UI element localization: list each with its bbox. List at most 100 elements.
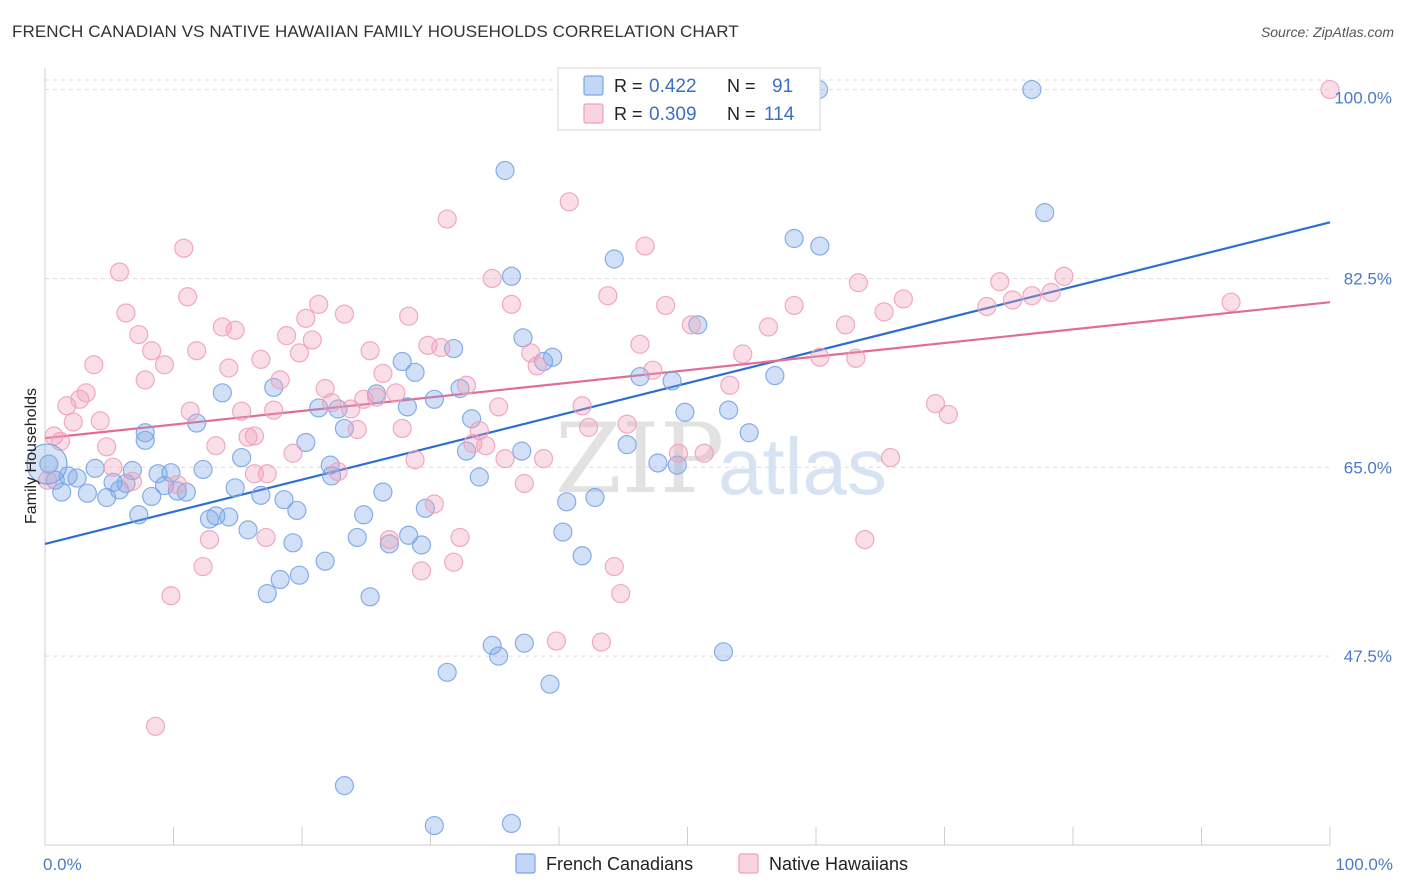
point-french-canadians-47 [379,534,399,554]
point-french-canadians-84 [274,490,294,510]
point-native-hawaiians-38 [283,443,303,463]
point-native-hawaiians-37 [276,326,297,346]
point-native-hawaiians-44 [321,392,342,413]
point-native-hawaiians-113 [635,236,655,256]
point-native-hawaiians-80 [578,417,599,437]
point-french-canadians-53 [437,662,457,682]
point-native-hawaiians-42 [309,294,329,314]
legend-n-value-french-canadians: 91 [772,76,793,97]
point-native-hawaiians-36 [270,370,290,390]
point-french-canadians-71 [688,315,708,335]
point-native-hawaiians-94 [758,317,779,337]
point-native-hawaiians-24 [193,556,213,577]
point-french-canadians-14 [142,486,162,507]
x-tick-label-0: 0.0% [43,855,82,874]
point-native-hawaiians-46 [334,304,355,324]
point-french-canadians-72 [713,642,734,662]
point-french-canadians-36 [296,432,316,453]
point-french-canadians-large [26,443,68,485]
series-legend-swatch-french-canadians [515,853,536,874]
point-native-hawaiians-7 [84,355,104,375]
point-native-hawaiians-93 [733,344,753,364]
point-french-canadians-1 [45,470,65,490]
point-native-hawaiians-11 [109,262,130,282]
point-french-canadians-49 [399,525,419,545]
point-native-hawaiians-106 [990,272,1010,292]
point-french-canadians-0 [39,454,59,474]
stats-legend-box [557,67,821,131]
point-french-canadians-2 [52,482,72,502]
point-native-hawaiians-69 [482,268,502,289]
point-french-canadians-65 [553,522,573,542]
series-legend-swatch-native-hawaiians [738,853,759,874]
y-axis-label: Family Households [23,388,40,524]
point-french-canadians-44 [360,587,380,607]
point-french-canadians-28 [238,520,258,540]
point-french-canadians-94 [542,347,563,367]
point-native-hawaiians-0 [37,470,58,490]
point-native-hawaiians-97 [835,315,856,335]
point-native-hawaiians-18 [154,355,175,375]
point-french-canadians-37 [309,398,329,418]
point-french-canadians-34 [287,500,307,521]
point-native-hawaiians-56 [399,306,419,326]
point-french-canadians-42 [347,527,367,548]
point-native-hawaiians-110 [1054,266,1074,286]
point-french-canadians-43 [354,505,374,525]
point-french-canadians-82 [320,455,340,475]
point-french-canadians-85 [397,397,417,417]
point-french-canadians-97 [675,402,695,422]
point-native-hawaiians-78 [559,192,579,212]
point-native-hawaiians-20 [167,474,187,495]
point-french-canadians-57 [469,467,489,487]
point-native-hawaiians-89 [668,443,689,463]
point-native-hawaiians-48 [347,419,367,440]
point-french-canadians-20 [187,413,207,433]
point-french-canadians-67 [585,487,605,508]
point-french-canadians-35 [289,565,310,585]
point-native-hawaiians-101 [880,447,901,468]
legend-swatch-french-canadians [583,75,604,96]
point-french-canadians-74 [765,365,785,386]
point-french-canadians-24 [212,383,232,403]
point-native-hawaiians-72 [501,294,522,314]
point-native-hawaiians-8 [90,411,110,431]
point-native-hawaiians-60 [424,494,444,514]
point-native-hawaiians-54 [386,383,406,403]
point-french-canadians-46 [373,482,393,502]
legend-r-value-native-hawaiians: 0.309 [649,104,697,125]
point-native-hawaiians-117 [846,348,866,368]
point-native-hawaiians-95 [784,295,804,316]
point-native-hawaiians-100 [874,302,894,322]
point-native-hawaiians-92 [720,375,740,395]
point-native-hawaiians-51 [366,387,387,407]
point-native-hawaiians-17 [145,716,166,736]
point-french-canadians-29 [251,485,271,505]
point-native-hawaiians-31 [238,427,258,447]
point-french-canadians-73 [739,423,759,443]
point-native-hawaiians-41 [302,330,322,350]
point-native-hawaiians-6 [76,383,96,403]
point-french-canadians-31 [264,377,284,398]
point-native-hawaiians-43 [315,378,335,399]
point-french-canadians-60 [495,160,515,181]
point-french-canadians-61 [501,266,522,286]
point-french-canadians-13 [135,423,155,443]
point-native-hawaiians-52 [373,363,393,384]
point-native-hawaiians-61 [431,337,451,358]
stats-legend: R = 0.422 N = 91 R = 0.309 N = 114 [557,67,821,131]
point-native-hawaiians-62 [437,209,457,229]
legend-n-label: N = [727,76,756,96]
point-french-canadians-38 [315,551,335,571]
point-french-canadians-93 [513,328,533,348]
point-native-hawaiians-70 [489,397,509,417]
point-native-hawaiians-4 [63,412,83,432]
point-french-canadians-51 [411,535,432,555]
point-french-canadians-59 [489,646,509,666]
point-french-canadians-83 [135,430,155,450]
point-french-canadians-77 [1022,79,1042,100]
point-native-hawaiians-76 [533,449,554,469]
point-french-canadians-91 [719,400,739,420]
point-native-hawaiians-115 [244,426,265,446]
point-native-hawaiians-10 [103,457,123,477]
